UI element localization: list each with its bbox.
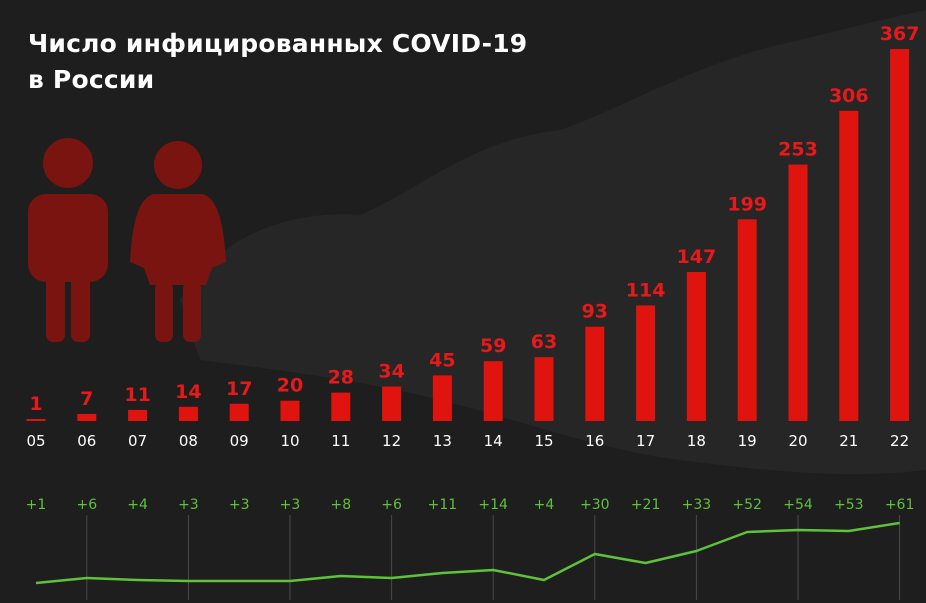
increment-line [35, 521, 900, 585]
increment-line-layer: +1 +6 +4 +3 +3 +3 +8 +6 +11 +14 +4 +30 +21 +33 +52 +54 +… [26, 497, 915, 585]
x-tick-label-18: 18 [687, 432, 706, 450]
x-tick-label-20: 20 [788, 432, 807, 450]
increment-label-22: +61 [885, 497, 915, 513]
increment-label-20: +54 [783, 497, 813, 513]
bar-13 [432, 375, 452, 421]
bar-value-label-10: 20 [277, 375, 303, 397]
increment-label-16: +30 [580, 497, 610, 513]
x-tick-label-06: 06 [77, 432, 96, 450]
bar-21 [839, 110, 859, 422]
x-tick-label-11: 11 [331, 432, 350, 450]
female-person-icon [130, 141, 226, 342]
bar-16 [585, 326, 605, 421]
bar-value-label-15: 63 [531, 331, 557, 353]
bar-10 [280, 400, 300, 421]
bar-value-label-19: 199 [727, 193, 767, 215]
increment-label-12: +6 [381, 497, 402, 513]
bar-22 [890, 49, 910, 421]
x-tick-label-22: 22 [890, 432, 909, 450]
increment-label-08: +3 [178, 497, 199, 513]
bar-07 [128, 409, 148, 421]
increment-label-19: +52 [732, 497, 762, 513]
increment-label-17: +21 [631, 497, 661, 513]
increment-label-06: +6 [76, 497, 97, 513]
x-tick-label-10: 10 [280, 432, 299, 450]
x-tick-label-15: 15 [534, 432, 553, 450]
x-tick-label-19: 19 [738, 432, 757, 450]
bar-14 [483, 361, 503, 421]
x-tick-label-05: 05 [26, 432, 45, 450]
bar-value-label-05: 1 [29, 393, 42, 415]
bar-value-label-09: 17 [226, 378, 252, 400]
increment-gridlines [86, 515, 901, 600]
bar-value-label-22: 367 [880, 23, 920, 45]
x-tick-label-08: 08 [179, 432, 198, 450]
bar-value-label-17: 114 [626, 279, 666, 301]
bar-value-label-07: 11 [124, 384, 150, 406]
bar-value-label-11: 28 [328, 367, 354, 389]
bar-20 [788, 164, 808, 421]
bar-15 [534, 357, 554, 421]
bar-08 [178, 406, 198, 421]
x-tick-label-16: 16 [585, 432, 604, 450]
increment-label-10: +3 [280, 497, 301, 513]
bar-value-label-12: 34 [378, 361, 404, 383]
increment-label-09: +3 [229, 497, 250, 513]
bar-12 [382, 386, 402, 421]
title-line-1: Число инфицированных COVID-19 [28, 29, 528, 58]
bar-value-label-13: 45 [429, 349, 455, 371]
increment-label-21: +53 [834, 497, 864, 513]
x-tick-label-21: 21 [839, 432, 858, 450]
bar-09 [229, 403, 249, 421]
bar-06 [77, 413, 97, 421]
male-person-icon [28, 138, 108, 342]
bar-19 [737, 219, 757, 421]
chart-title: Число инфицированных COVID-19 в России [28, 26, 527, 98]
x-tick-label-17: 17 [636, 432, 655, 450]
bar-05 [26, 419, 46, 421]
bar-17 [636, 305, 656, 421]
bars-layer: 1 05 7 06 11 07 14 08 17 09 20 10 28 11 34 12 45 13 59 14 63… [26, 23, 919, 450]
bar-value-label-21: 306 [829, 85, 869, 107]
bar-18 [686, 271, 706, 421]
bar-11 [331, 392, 351, 421]
increment-label-18: +33 [682, 497, 712, 513]
x-tick-label-07: 07 [128, 432, 147, 450]
x-tick-label-14: 14 [484, 432, 503, 450]
x-tick-label-12: 12 [382, 432, 401, 450]
bar-value-label-16: 93 [582, 301, 608, 323]
bar-value-label-20: 253 [778, 139, 818, 161]
x-tick-label-09: 09 [230, 432, 249, 450]
increment-label-05: +1 [26, 497, 47, 513]
bar-value-label-08: 14 [175, 381, 201, 403]
bar-value-label-14: 59 [480, 335, 506, 357]
bar-value-label-18: 147 [677, 246, 717, 268]
x-tick-label-13: 13 [433, 432, 452, 450]
increment-label-13: +11 [428, 497, 458, 513]
increment-label-15: +4 [534, 497, 555, 513]
increment-label-11: +8 [330, 497, 351, 513]
title-line-2: в России [28, 65, 155, 94]
increment-label-07: +4 [127, 497, 148, 513]
increment-label-14: +14 [478, 497, 508, 513]
bar-value-label-06: 7 [80, 388, 93, 410]
people-icons [28, 138, 226, 342]
